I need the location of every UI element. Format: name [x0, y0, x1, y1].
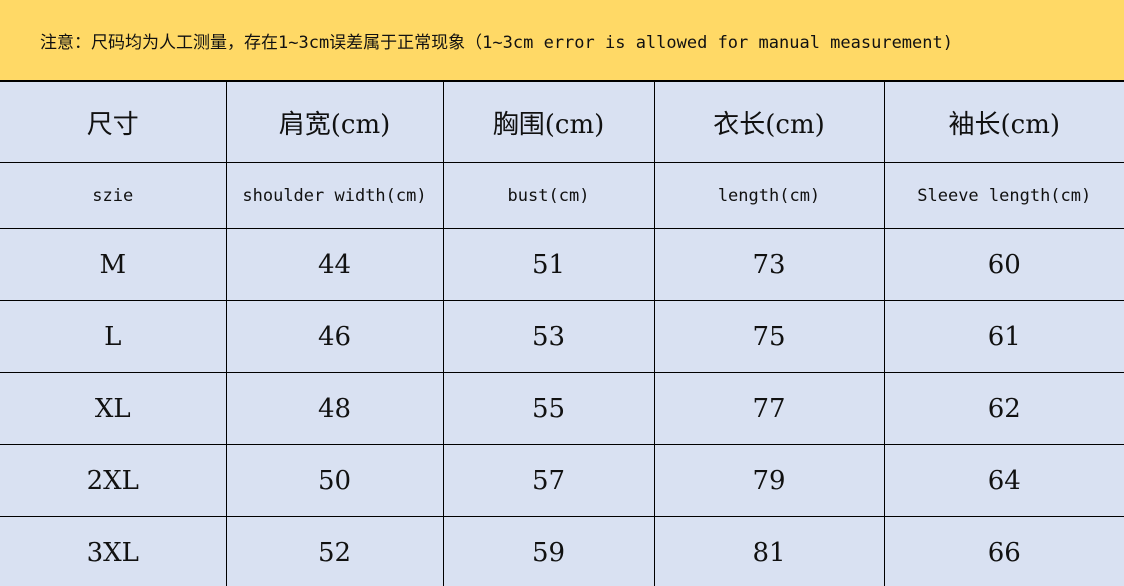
header-cell: 尺寸	[0, 81, 227, 163]
table-row: L 46 53 75 61	[0, 300, 1124, 373]
header-row-english: szie shoulder width(cm) bust(cm) length(…	[0, 162, 1124, 229]
measurement-cell: 59	[442, 516, 655, 586]
measurement-cell: 44	[225, 228, 444, 301]
measurement-cell: 60	[883, 228, 1124, 301]
table-row: 2XL 50 57 79 64	[0, 444, 1124, 517]
size-cell: M	[0, 228, 227, 301]
measurement-cell: 48	[225, 372, 444, 445]
measurement-cell: 66	[883, 516, 1124, 586]
size-cell: 3XL	[0, 516, 227, 586]
measurement-cell: 50	[225, 444, 444, 517]
measurement-cell: 55	[442, 372, 655, 445]
measurement-cell: 64	[883, 444, 1124, 517]
measurement-cell: 79	[653, 444, 885, 517]
header-cell: szie	[0, 162, 227, 229]
header-cell: 胸围(cm)	[442, 81, 655, 163]
size-cell: L	[0, 300, 227, 373]
header-cell: shoulder width(cm)	[225, 162, 444, 229]
header-cell: length(cm)	[653, 162, 885, 229]
size-cell: 2XL	[0, 444, 227, 517]
measurement-cell: 62	[883, 372, 1124, 445]
size-table: 尺寸 肩宽(cm) 胸围(cm) 衣长(cm) 袖长(cm) szie shou…	[0, 81, 1124, 586]
size-cell: XL	[0, 372, 227, 445]
measurement-cell: 75	[653, 300, 885, 373]
header-cell: 袖长(cm)	[883, 81, 1124, 163]
measurement-cell: 73	[653, 228, 885, 301]
measurement-note: 注意：尺码均为人工测量，存在1~3cm误差属于正常现象（1~3cm error …	[0, 0, 1124, 82]
measurement-cell: 46	[225, 300, 444, 373]
measurement-cell: 52	[225, 516, 444, 586]
table-row: 3XL 52 59 81 66	[0, 516, 1124, 586]
header-cell: 衣长(cm)	[653, 81, 885, 163]
header-cell: 肩宽(cm)	[225, 81, 444, 163]
measurement-cell: 77	[653, 372, 885, 445]
header-cell: Sleeve length(cm)	[883, 162, 1124, 229]
measurement-cell: 81	[653, 516, 885, 586]
measurement-cell: 53	[442, 300, 655, 373]
header-row-chinese: 尺寸 肩宽(cm) 胸围(cm) 衣长(cm) 袖长(cm)	[0, 81, 1124, 163]
measurement-cell: 57	[442, 444, 655, 517]
table-row: XL 48 55 77 62	[0, 372, 1124, 445]
table-row: M 44 51 73 60	[0, 228, 1124, 301]
measurement-cell: 51	[442, 228, 655, 301]
header-cell: bust(cm)	[442, 162, 655, 229]
measurement-cell: 61	[883, 300, 1124, 373]
